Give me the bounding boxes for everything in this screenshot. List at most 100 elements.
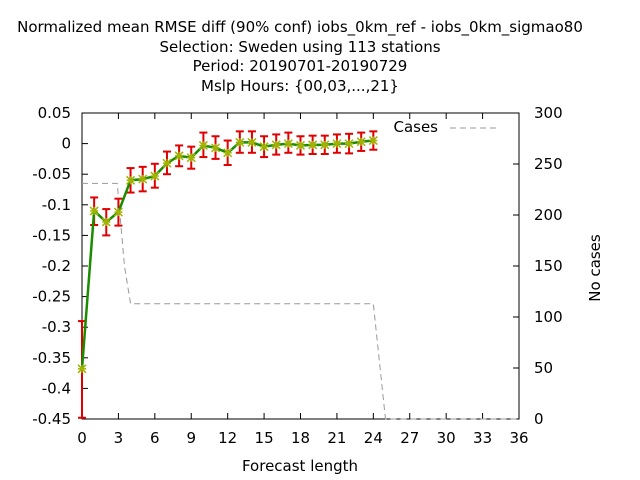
title-line-4: Mslp Hours: {00,03,...,21} — [201, 77, 399, 95]
y2-tick-label: 200 — [534, 206, 563, 224]
rmse-diff-line — [80, 139, 374, 369]
data-point — [162, 158, 172, 168]
marker-stroke — [89, 206, 99, 216]
marker-stroke — [295, 140, 306, 150]
y2-tick-label: 150 — [534, 257, 563, 275]
y-tick-label: -0.25 — [32, 288, 71, 306]
plot-frame — [81, 112, 520, 420]
data-point — [308, 140, 318, 150]
data-point — [332, 139, 342, 149]
y2-axis-label: No cases — [586, 234, 604, 302]
marker-stroke — [271, 140, 281, 150]
data-point — [198, 140, 208, 150]
data-point — [271, 140, 281, 150]
y2-tick-label: 250 — [534, 155, 563, 173]
marker-stroke — [138, 174, 148, 184]
error-bars — [78, 130, 378, 419]
x-axis-label: Forecast length — [242, 457, 358, 475]
marker-stroke — [308, 140, 318, 150]
y-tick-label: -0.45 — [32, 410, 71, 428]
data-point — [320, 140, 330, 150]
data-point — [210, 143, 221, 153]
title-line-1: Normalized mean RMSE diff (90% conf) iob… — [17, 18, 583, 37]
data-point — [283, 139, 293, 149]
x-tick-label: 30 — [437, 429, 456, 447]
y-tick-label: 0 — [61, 135, 71, 153]
y2-tick-label: 100 — [534, 308, 563, 326]
data-point — [113, 207, 123, 217]
data-point — [356, 137, 366, 147]
marker-stroke — [150, 171, 160, 181]
y-tick-label: -0.3 — [42, 318, 71, 336]
chart-title: Normalized mean RMSE diff (90% conf) iob… — [17, 18, 583, 95]
y-tick-label: -0.2 — [42, 257, 71, 275]
marker-stroke — [344, 139, 354, 149]
marker-stroke — [186, 153, 196, 163]
data-point — [89, 206, 99, 216]
data-point — [295, 140, 306, 150]
y-tick-label: -0.05 — [32, 165, 71, 183]
data-point — [186, 153, 196, 163]
y-tick-label: -0.35 — [32, 349, 71, 367]
data-point — [101, 217, 111, 227]
legend: Cases — [393, 118, 497, 136]
rmse-diff-markers — [77, 136, 378, 374]
marker-stroke — [223, 148, 233, 158]
marker-stroke — [113, 207, 123, 217]
cases-line — [82, 182, 519, 420]
x-tick-label: 18 — [291, 429, 310, 447]
data-point — [344, 139, 354, 149]
title-line-2: Selection: Sweden using 113 stations — [159, 38, 440, 56]
cases-series — [82, 182, 519, 420]
data-point — [138, 174, 148, 184]
data-point — [126, 175, 136, 185]
data-point — [174, 151, 184, 161]
marker-stroke — [210, 143, 221, 153]
y2-tick-label: 0 — [534, 410, 544, 428]
marker-stroke — [283, 139, 293, 149]
data-point — [223, 148, 233, 158]
marker-stroke — [198, 140, 208, 150]
x-tick-label: 3 — [114, 429, 124, 447]
title-line-3: Period: 20190701-20190729 — [193, 57, 408, 75]
data-point — [150, 171, 160, 181]
legend-label-cases: Cases — [393, 118, 438, 136]
marker-stroke — [174, 151, 184, 161]
plot-border — [81, 112, 520, 420]
data-point — [259, 142, 269, 152]
data-point — [77, 364, 87, 374]
x-tick-label: 12 — [218, 429, 237, 447]
marker-stroke — [259, 142, 269, 152]
marker-stroke — [356, 137, 366, 147]
y-tick-label: -0.1 — [42, 196, 71, 214]
x-tick-label: 36 — [509, 429, 528, 447]
x-tick-label: 0 — [77, 429, 87, 447]
data-point — [247, 137, 257, 147]
x-tick-label: 21 — [327, 429, 346, 447]
y2-tick-label: 300 — [534, 104, 563, 122]
x-tick-label: 33 — [473, 429, 492, 447]
x-tick-label: 27 — [400, 429, 419, 447]
marker-stroke — [101, 217, 111, 227]
y-tick-label: 0.05 — [38, 104, 71, 122]
marker-stroke — [77, 364, 87, 374]
marker-stroke — [162, 158, 172, 168]
marker-stroke — [332, 139, 342, 149]
y2-tick-label: 50 — [534, 359, 553, 377]
data-point — [235, 137, 245, 147]
x-tick-label: 6 — [150, 429, 160, 447]
data-point — [368, 136, 378, 146]
x-tick-label: 15 — [255, 429, 274, 447]
marker-stroke — [126, 175, 136, 185]
marker-stroke — [368, 136, 378, 146]
y-tick-label: -0.4 — [42, 379, 71, 397]
x-tick-label: 9 — [186, 429, 196, 447]
marker-stroke — [247, 137, 257, 147]
marker-stroke — [235, 137, 245, 147]
x-tick-label: 24 — [364, 429, 383, 447]
marker-stroke — [320, 140, 330, 150]
axis-ticks: 0 3 6 9 12 15 18 21 24 27 30 33 360.050-0.05-0.1-0.1… — [32, 104, 562, 447]
rmse-diff-series — [80, 139, 374, 369]
y-tick-label: -0.15 — [32, 226, 71, 244]
